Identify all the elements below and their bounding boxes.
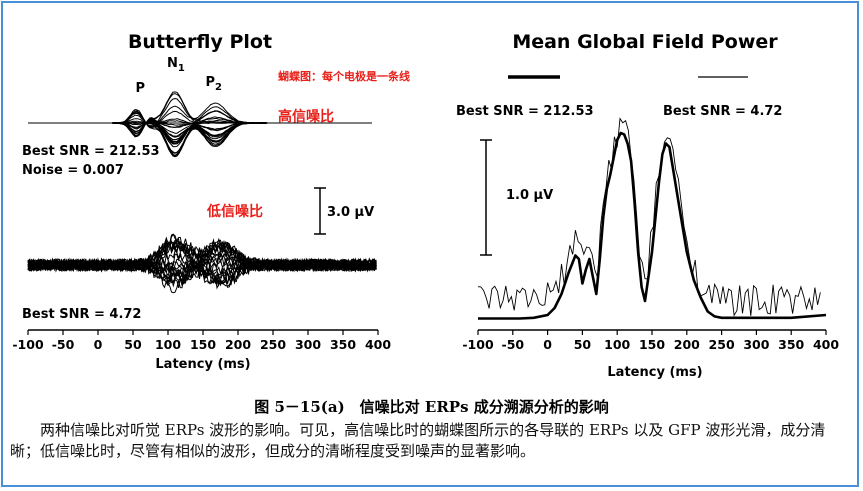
- left-x-tick-label: 400: [365, 337, 391, 352]
- left-scale-bar: [314, 187, 326, 235]
- peak-label: P: [136, 81, 146, 96]
- left-x-tick-label: 200: [225, 337, 251, 352]
- left-x-tick-label: 100: [155, 337, 181, 352]
- legend-low-snr: Best SNR = 4.72: [663, 104, 782, 119]
- right-x-tick-label: 400: [813, 337, 839, 352]
- bottom-panel-snr: Best SNR = 4.72: [22, 307, 141, 322]
- top-electrode-trace: [70, 117, 280, 138]
- butterfly-top-traces: [28, 91, 372, 158]
- right-x-ticks: -100 -50 0 50 100 150 200 250 300 350 400: [462, 330, 839, 352]
- peak-subscript: 1: [178, 63, 185, 74]
- gfp-title: Mean Global Field Power: [512, 31, 778, 53]
- left-x-ticks: -100 -50 0 50 100 150 200 250 300 350 400: [12, 330, 391, 352]
- right-x-tick-label: -100: [462, 337, 494, 352]
- bottom-electrode-trace: [27, 233, 377, 273]
- peak-subscript: 2: [215, 82, 222, 93]
- left-x-tick-label: -50: [52, 337, 75, 352]
- left-scale-label: 3.0 μV: [327, 205, 374, 220]
- left-x-tick-label: 250: [260, 337, 286, 352]
- butterfly-annotation: 蝴蝶图：每个电极是一条线: [278, 69, 410, 83]
- bottom-electrode-trace: [27, 239, 377, 288]
- gfp-low-snr-line: [477, 117, 821, 317]
- right-x-tick-label: 100: [604, 337, 630, 352]
- top-electrode-trace: [70, 120, 280, 140]
- right-scale-bar: [480, 139, 492, 256]
- right-x-tick-label: 200: [674, 337, 700, 352]
- right-x-label: Latency (ms): [607, 365, 702, 380]
- top-panel-snr: Best SNR = 212.53: [22, 144, 160, 159]
- left-x-tick-label: 150: [190, 337, 216, 352]
- gfp-traces: [477, 117, 827, 320]
- top-electrode-trace: [70, 93, 280, 132]
- figure-caption: 图 5－15(a) 信噪比对 ERPs 成分溯源分析的影响: [254, 398, 609, 416]
- left-x-label: Latency (ms): [155, 357, 250, 372]
- peak-letter: N: [167, 56, 178, 71]
- right-x-tick-label: -50: [502, 337, 525, 352]
- peak-letter: P: [136, 81, 146, 96]
- high-snr-note: 高信噪比: [278, 108, 334, 125]
- top-panel-noise: Noise = 0.007: [22, 163, 124, 178]
- right-x-tick-label: 50: [574, 337, 592, 352]
- low-snr-note: 低信噪比: [206, 203, 263, 220]
- body-paragraph: 两种信噪比对听觉 ERPs 波形的影响。可见，高信噪比时的蝴蝶图所示的各导联的 …: [10, 421, 826, 460]
- right-x-tick-label: 150: [639, 337, 665, 352]
- left-x-tick-label: 50: [124, 337, 142, 352]
- peak-letter: P: [206, 75, 216, 90]
- butterfly-title: Butterfly Plot: [128, 31, 272, 53]
- butterfly-bottom-traces: [27, 233, 377, 294]
- right-x-tick-label: 300: [743, 337, 769, 352]
- right-x-tick-label: 350: [778, 337, 804, 352]
- right-x-tick-label: 250: [709, 337, 735, 352]
- left-x-tick-label: 300: [295, 337, 321, 352]
- peak-label: P2: [206, 75, 223, 93]
- left-x-tick-label: 350: [330, 337, 356, 352]
- right-x-tick-label: 0: [543, 337, 552, 352]
- legend-high-snr: Best SNR = 212.53: [456, 104, 594, 119]
- bottom-electrode-trace: [27, 256, 377, 284]
- right-scale-label: 1.0 μV: [506, 188, 553, 203]
- left-x-tick-label: 0: [94, 337, 103, 352]
- figure-body: 两种信噪比对听觉 ERPs 波形的影响。可见，高信噪比时的蝴蝶图所示的各导联的 …: [10, 420, 855, 462]
- left-x-tick-label: -100: [12, 337, 44, 352]
- peak-label: N1: [167, 56, 185, 74]
